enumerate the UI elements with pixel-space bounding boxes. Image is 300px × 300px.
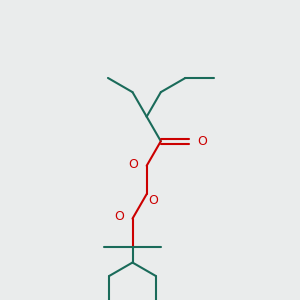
Text: O: O — [197, 135, 207, 148]
Text: O: O — [114, 210, 124, 224]
Text: O: O — [148, 194, 158, 207]
Text: O: O — [128, 158, 138, 171]
